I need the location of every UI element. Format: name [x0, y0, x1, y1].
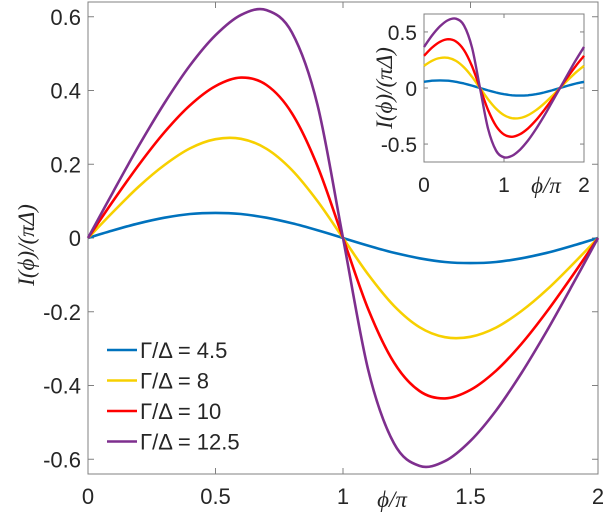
inset-y-axis-label: I(ϕ)/(πΔ) [372, 47, 397, 130]
y-tick-label: -0.4 [43, 374, 81, 399]
legend: Γ/Δ = 4.5 Γ/Δ = 8 Γ/Δ = 10 Γ/Δ = 12.5 [107, 338, 240, 455]
x-tick-label: 2 [592, 484, 604, 509]
legend-entry: Γ/Δ = 12.5 [140, 430, 240, 455]
x-tick-label: 2 [578, 174, 590, 197]
x-tick-label: 1.5 [455, 484, 486, 509]
y-axis-label: I(ϕ)/(πΔ) [14, 204, 39, 287]
x-axis-label: ϕ/π [377, 487, 408, 512]
series-line-3 [423, 17, 586, 159]
legend-entry: Γ/Δ = 8 [140, 369, 209, 394]
series-line-3 [86, 7, 600, 469]
x-tick-label: 0 [82, 484, 94, 509]
y-tick-label: -0.5 [381, 134, 417, 157]
legend-entry: Γ/Δ = 4.5 [140, 338, 227, 363]
legend-entry: Γ/Δ = 10 [140, 399, 221, 424]
x-tick-label: 0 [418, 174, 430, 197]
y-tick-label: 0 [69, 226, 81, 251]
y-tick-label: -0.6 [43, 447, 81, 472]
y-tick-label: 0.2 [50, 152, 81, 177]
y-tick-label: 0.5 [388, 22, 417, 45]
y-tick-label: 0.4 [50, 79, 81, 104]
inset-x-axis-label: ϕ/π [531, 173, 562, 198]
x-tick-label: 1 [498, 174, 510, 197]
y-tick-label: 0 [405, 78, 417, 101]
y-tick-label: -0.2 [43, 300, 81, 325]
x-tick-label: 0.5 [200, 484, 231, 509]
y-tick-label: 0.6 [50, 5, 81, 30]
x-tick-label: 1 [337, 484, 349, 509]
inset-plot: 0 1 2-0.500.5 [381, 13, 590, 197]
